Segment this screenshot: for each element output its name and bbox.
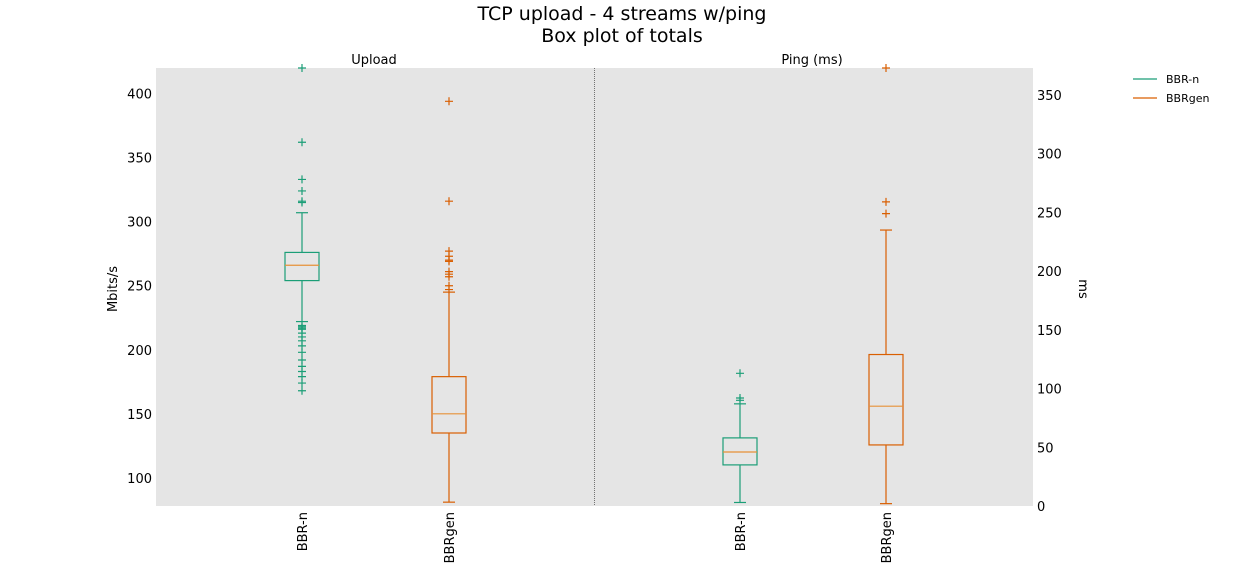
ping-y-tick-label: 0: [1037, 500, 1045, 515]
upload-flier-point: [445, 97, 453, 106]
ping-y-tick-label: 350: [1037, 89, 1062, 104]
upload-y-tick-label: 200: [127, 344, 152, 359]
chart-subtitle: Box plot of totals: [541, 25, 703, 47]
ping-flier-point: [736, 369, 744, 378]
ping-box: [868, 353, 904, 446]
ping-panel-title: Ping (ms): [781, 53, 842, 68]
upload-y-axis-label: Mbits/s: [106, 266, 121, 312]
legend-label-bbr-n: BBR-n: [1166, 73, 1199, 86]
ping-y-tick-label: 250: [1037, 206, 1062, 221]
ping-x-tick-label: BBRgen: [880, 512, 895, 563]
upload-y-tick-label: 250: [127, 280, 152, 295]
upload-box: [431, 376, 467, 434]
upload-x-tick-label: BBRgen: [443, 512, 458, 563]
upload-flier-point: [445, 272, 453, 281]
ping-flier-point: [736, 396, 744, 405]
upload-flier-point: [298, 198, 306, 207]
upload-y-tick-label: 100: [127, 472, 152, 487]
ping-flier-point: [882, 64, 890, 72]
upload-flier-point: [445, 285, 453, 294]
upload-flier-point: [298, 175, 306, 184]
chart-marks: 100 150 200 250 300 350 400 BBR-n BBRgen 0 50 100 15…: [127, 64, 1062, 563]
upload-flier-point: [298, 379, 306, 388]
ping-x-tick-label: BBR-n: [734, 512, 749, 551]
upload-flier-point: [298, 386, 306, 395]
upload-flier-point: [298, 348, 306, 357]
ping-flier-point: [882, 197, 890, 206]
ping-y-tick-label: 300: [1037, 148, 1062, 163]
ping-y-axis-label: ms: [1075, 279, 1090, 299]
upload-flier-point: [298, 138, 306, 147]
upload-flier-point: [298, 64, 306, 72]
upload-y-tick-label: 350: [127, 152, 152, 167]
upload-y-tick-label: 300: [127, 216, 152, 231]
ping-y-tick-label: 100: [1037, 383, 1062, 398]
chart-title: TCP upload - 4 streams w/ping: [477, 3, 767, 25]
upload-flier-point: [298, 186, 306, 195]
upload-flier-point: [445, 257, 453, 266]
upload-y-tick-label: 400: [127, 88, 152, 103]
legend: BBR-n BBRgen: [1133, 73, 1209, 105]
legend-label-bbrgen: BBRgen: [1166, 92, 1209, 105]
ping-y-tick-label: 150: [1037, 324, 1062, 339]
ping-flier-point: [882, 209, 890, 218]
ping-y-tick-label: 200: [1037, 265, 1062, 280]
upload-flier-point: [445, 197, 453, 206]
upload-x-tick-label: BBR-n: [296, 512, 311, 551]
upload-panel-title: Upload: [351, 53, 397, 68]
upload-y-tick-label: 150: [127, 408, 152, 423]
ping-y-tick-label: 50: [1037, 441, 1054, 456]
upload-box: [284, 251, 320, 282]
